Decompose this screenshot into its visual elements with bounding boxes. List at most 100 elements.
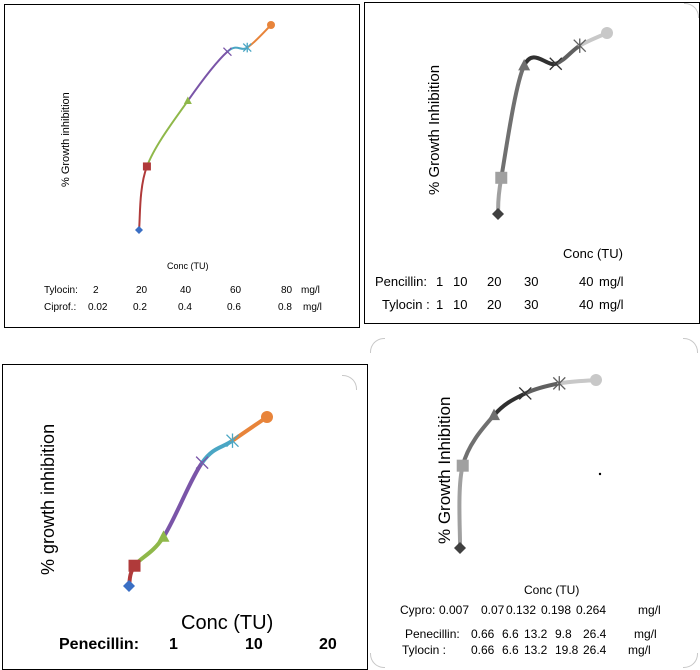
chart-1-scale-2-tick: 0.02: [88, 302, 108, 313]
chart-4-scale-3-tick: 19.8: [555, 643, 579, 657]
chart-1-scale-1-tick: 2: [93, 285, 99, 296]
chart-4-scale-2-tick: 26.4: [583, 627, 607, 641]
chart-2-scale-1-tick: 20: [487, 274, 502, 289]
data-point-star: [226, 433, 239, 448]
chart-3-scale-1-tick: 1: [169, 636, 178, 653]
chart-2-scale-1-tick: 10: [453, 274, 468, 289]
chart-4-scale-1-tick: 0.007: [439, 603, 470, 617]
series-line-segment: [522, 55, 558, 68]
data-point-square: [128, 559, 141, 572]
chart-1-scale-1-tick: 20: [136, 285, 148, 296]
chart-1-scale-2-label: Ciprof.:: [44, 302, 77, 313]
data-point-x: [549, 57, 563, 71]
data-point-triangle: [518, 58, 531, 71]
chart-4-scale-2-label: Penecillin:: [405, 627, 460, 641]
chart-1-ylabel: % Growth inhibition: [60, 92, 72, 187]
chart-3-scale-1-label: Penecillin:: [59, 636, 140, 653]
chart-4-ylabel: % Growth Inhibition: [435, 396, 454, 544]
chart-1-xlabel: Conc (TU): [167, 261, 209, 271]
chart-4-scale-1-tick: 0.198: [541, 603, 572, 617]
chart-4-scale-3-tick: 13.2: [524, 643, 548, 657]
chart-2-scale-1-unit: mg/l: [599, 274, 624, 289]
data-point-diamond: [135, 226, 143, 234]
series-line-segment: [457, 463, 465, 550]
data-point-diamond: [492, 208, 504, 220]
chart-3-scale-1-tick: 10: [245, 636, 263, 653]
series-line-segment: [230, 415, 269, 443]
data-point-triangle: [157, 530, 170, 542]
chart-1-scale-1-tick: 60: [230, 285, 242, 296]
chart-4-scale-1-tick: 0.264: [576, 603, 607, 617]
chart-3-plot: [123, 411, 273, 592]
chart-2-scale-1-tick: 30: [524, 274, 539, 289]
chart-panel-3: % growth inhibition Conc (TU) Penecillin…: [2, 364, 368, 670]
chart-2-scale-2-tick: 30: [524, 297, 539, 312]
chart-4-scale-2-tick: 6.6: [502, 627, 519, 641]
chart-4-scale-3-tick: 26.4: [583, 643, 607, 657]
data-point-circle: [261, 411, 273, 423]
chart-4-plot: [454, 374, 602, 554]
data-point-star: [573, 38, 587, 53]
series-line-segment: [492, 391, 528, 418]
chart-4-scale-3-tick: 0.66: [471, 643, 495, 657]
chart-1-plot: [135, 21, 275, 234]
series-line-segment: [200, 438, 235, 465]
series-line-segment: [460, 413, 496, 468]
series-line-segment: [161, 460, 205, 539]
series-line-segment: [138, 165, 148, 231]
chart-4-scale-1-label: Cypro:: [400, 603, 436, 617]
series-line-segment: [523, 381, 562, 396]
chart-4-scale-1-unit: mg/l: [638, 603, 661, 617]
chart-4-scale-2-tick: 0.66: [471, 627, 495, 641]
chart-4-scale-2-tick: 13.2: [524, 627, 548, 641]
chart-1-scale-1-tick: 40: [180, 285, 192, 296]
chart-panel-2: % Growth Inhibition Conc (TU) Pencillin:…: [364, 2, 700, 324]
chart-1-scale-2-tick: 0.2: [133, 302, 147, 313]
data-point-star: [552, 376, 566, 391]
chart-1-scale-2-unit: mg/l: [303, 302, 322, 313]
chart-4-scale-3-tick: 6.6: [502, 643, 519, 657]
chart-3-scale-1-tick: 20: [319, 636, 337, 653]
chart-1-scale-2-tick: 0.8: [278, 302, 292, 313]
data-point-circle: [590, 374, 602, 386]
chart-2-plot: [492, 27, 613, 220]
chart-2-scale-2-tick: 20: [487, 297, 502, 312]
chart-4-scale-1-tick: 0.07: [481, 603, 505, 617]
data-point-x: [518, 386, 532, 400]
series-line-segment: [186, 50, 229, 102]
chart-4-scale-3-unit: mg/l: [628, 643, 651, 657]
data-point-diamond: [454, 542, 466, 554]
data-point-circle: [601, 27, 613, 39]
data-point-x: [222, 47, 232, 57]
data-point-triangle: [488, 408, 500, 421]
chart-2-scale-2-tick: 1: [436, 297, 444, 312]
chart-4-scale-1-tick: 0.132: [506, 603, 537, 617]
data-point-diamond: [123, 580, 135, 592]
data-point-triangle: [183, 96, 192, 105]
chart-4-scale-2-unit: mg/l: [634, 627, 657, 641]
chart-2-scale-1-tick: 1: [436, 274, 444, 289]
chart-3-ylabel: % growth inhibition: [38, 423, 58, 575]
chart-2-scale-1-label: Pencillin:: [375, 274, 428, 289]
chart-4-scale-3-label: Tylocin :: [402, 643, 447, 657]
chart-1-scale-2-tick: 0.4: [178, 302, 192, 313]
chart-2-scale-1-tick: 40: [579, 274, 594, 289]
data-point-square: [495, 171, 508, 184]
chart-4-scale-2-tick: 9.8: [555, 627, 572, 641]
chart-2-scale-2-tick: 10: [453, 297, 468, 312]
chart-2-scale-2-unit: mg/l: [599, 297, 624, 312]
chart-1-scale-1-unit: mg/l: [301, 285, 320, 296]
chart-2-scale-2-tick: 40: [579, 297, 594, 312]
chart-2-xlabel: Conc (TU): [563, 246, 623, 261]
data-point-square: [142, 162, 151, 171]
series-line-segment: [499, 63, 527, 180]
chart-panel-4: % Growth Inhibition Conc (TU) Cypro: 0.0…: [370, 338, 698, 668]
data-point-x: [195, 456, 209, 470]
series-line-segment: [145, 99, 189, 168]
chart-4-xlabel: Conc (TU): [524, 583, 580, 597]
chart-1-scale-1-label: Tylocin:: [44, 285, 78, 296]
chart-2-scale-2-label: Tylocin :: [382, 297, 430, 312]
panel-corner: [370, 338, 385, 353]
chart-1-scale-1-tick: 80: [281, 285, 293, 296]
data-point-star: [242, 42, 252, 53]
